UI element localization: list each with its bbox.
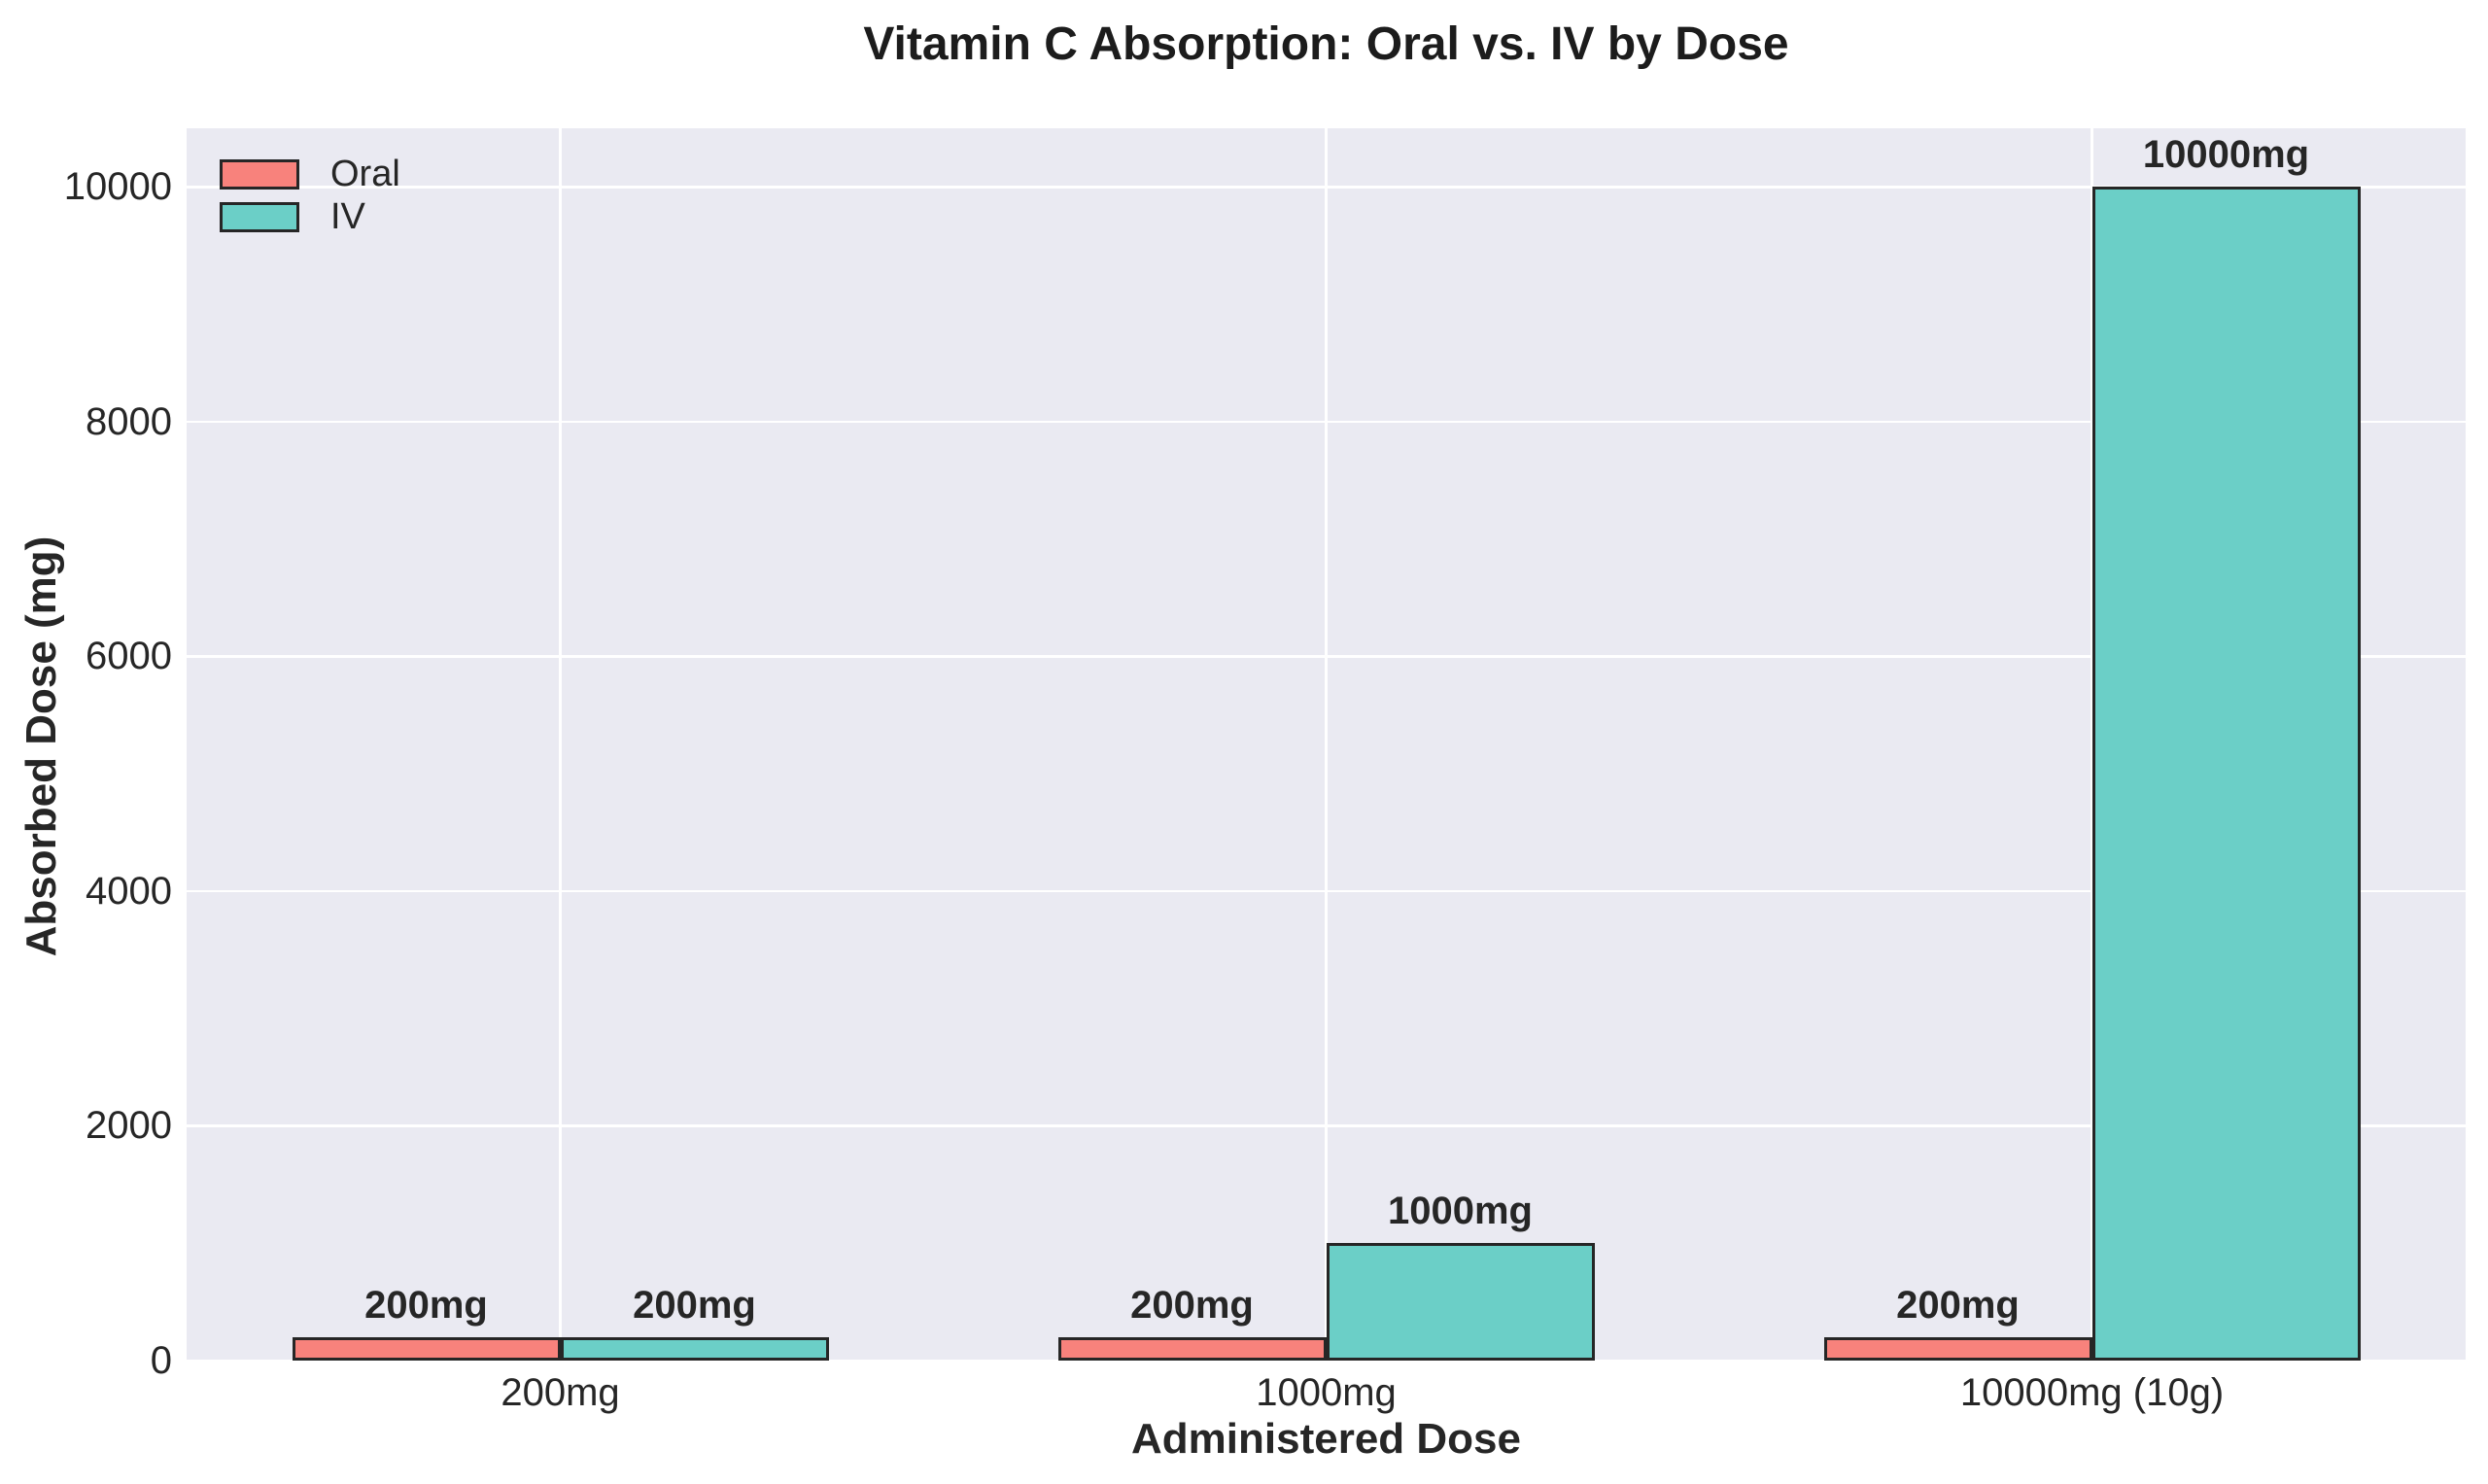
- y-axis-label: Absorbed Dose (mg): [17, 535, 65, 957]
- bar-value-label: 200mg: [633, 1283, 756, 1327]
- x-tick-label: 10000mg (10g): [1959, 1371, 2225, 1414]
- y-tick-label: 10000: [63, 165, 172, 209]
- bar-oral-1: [292, 1336, 561, 1361]
- bar-iv-3: [2091, 187, 2361, 1361]
- legend-swatch-oral: [220, 159, 299, 190]
- bar-value-label: 200mg: [1896, 1283, 2020, 1327]
- y-tick-label: 2000: [86, 1104, 172, 1148]
- bar-iv-1: [560, 1336, 829, 1361]
- x-tick-label: 1000mg: [1256, 1371, 1397, 1414]
- chart-title: Vitamin C Absorption: Oral vs. IV by Dos…: [863, 18, 1789, 70]
- bar-oral-2: [1057, 1336, 1327, 1361]
- bar-value-label: 200mg: [364, 1283, 488, 1327]
- gridline-vertical: [1325, 128, 1328, 1361]
- y-tick-label: 0: [150, 1339, 172, 1382]
- legend-item-oral: Oral: [220, 154, 400, 194]
- plot-area: [187, 128, 2466, 1363]
- bar-value-label: 200mg: [1130, 1283, 1254, 1327]
- bar-value-label: 10000mg: [2142, 133, 2310, 177]
- y-tick-label: 6000: [86, 635, 172, 678]
- legend-label: Oral: [330, 154, 400, 194]
- x-tick-label: 200mg: [501, 1371, 620, 1414]
- legend: Oral IV: [220, 154, 400, 245]
- y-tick-label: 8000: [86, 399, 172, 443]
- legend-label: IV: [330, 196, 365, 237]
- legend-item-iv: IV: [220, 196, 400, 237]
- y-tick-label: 4000: [86, 869, 172, 913]
- bar-iv-2: [1326, 1243, 1595, 1361]
- bar-value-label: 1000mg: [1388, 1190, 1533, 1233]
- gridline-horizontal: [187, 1359, 2466, 1363]
- legend-swatch-iv: [220, 202, 299, 232]
- gridline-vertical: [559, 128, 562, 1361]
- x-axis-label: Administered Dose: [1131, 1415, 1521, 1463]
- bar-oral-3: [1823, 1336, 2092, 1361]
